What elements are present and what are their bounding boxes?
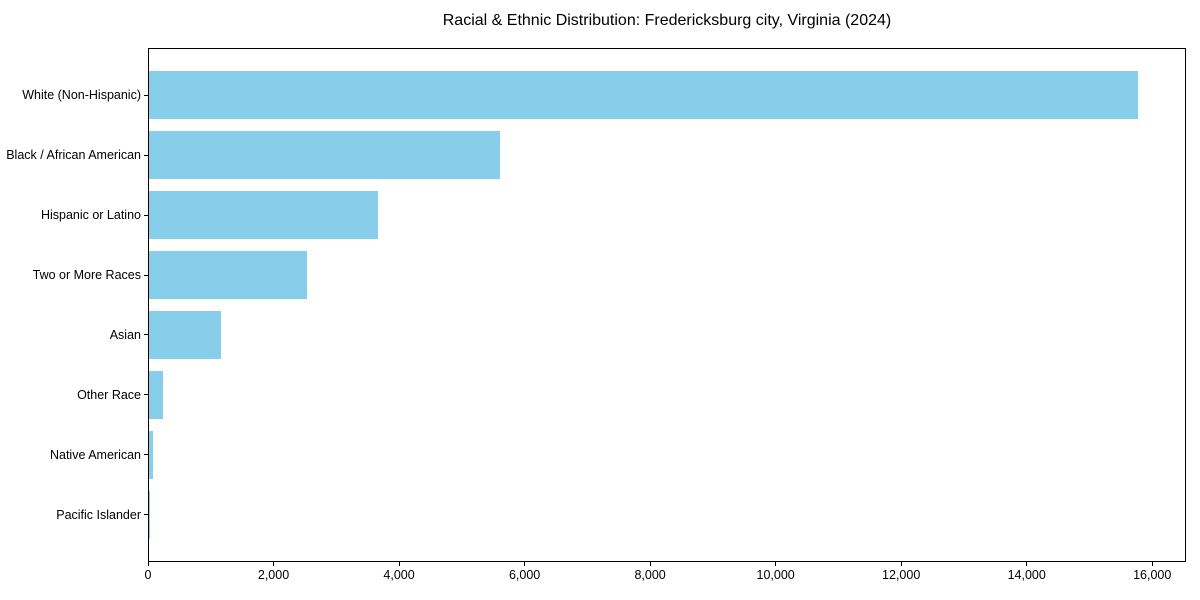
x-axis-tick-label: 2,000 — [257, 568, 290, 582]
y-axis-tick — [144, 514, 148, 516]
y-axis-tick — [144, 394, 148, 396]
x-axis-tick-label: 10,000 — [756, 568, 795, 582]
bar-white-non-hispanic — [149, 71, 1138, 120]
x-axis-tick-label: 4,000 — [383, 568, 415, 582]
y-axis-tick — [144, 274, 148, 276]
x-axis-tick — [649, 562, 651, 566]
y-axis-tick — [144, 94, 148, 96]
bar-other-race — [149, 370, 164, 419]
x-axis-tick-label: 6,000 — [508, 568, 541, 582]
x-axis-tick — [1151, 562, 1153, 566]
x-axis-tick-label: 14,000 — [1007, 568, 1046, 582]
x-axis-tick — [273, 562, 275, 566]
bar-asian — [149, 310, 222, 359]
y-axis-label: Asian — [109, 327, 141, 342]
y-axis-tick — [144, 154, 148, 156]
x-axis-tick — [147, 562, 149, 566]
bar-hispanic-or-latino — [149, 191, 379, 240]
chart-title: Racial & Ethnic Distribution: Fredericks… — [442, 12, 892, 29]
y-axis-label: Two or More Races — [32, 268, 141, 283]
y-axis-label: Native American — [49, 447, 141, 462]
x-axis-tick — [900, 562, 902, 566]
x-axis-tick-label: 16,000 — [1133, 568, 1172, 582]
x-axis-tick — [398, 562, 400, 566]
y-axis-label: Hispanic or Latino — [40, 208, 141, 223]
bar-two-or-more-races — [149, 251, 307, 299]
plot-area — [148, 48, 1186, 562]
y-axis-label: Other Race — [77, 387, 141, 402]
y-axis-tick — [144, 334, 148, 336]
x-axis-tick — [524, 562, 526, 566]
x-axis-tick-label: 8,000 — [634, 568, 666, 582]
y-axis-tick — [144, 454, 148, 456]
x-axis-tick — [1026, 562, 1028, 566]
y-axis-label: White (Non-Hispanic) — [22, 88, 141, 103]
x-axis-tick-label: 12,000 — [882, 568, 921, 582]
bar-native-american — [149, 430, 154, 479]
bar-black-african-american — [149, 131, 501, 180]
y-axis-label: Pacific Islander — [56, 507, 141, 522]
x-axis-tick — [775, 562, 777, 566]
x-axis-tick-label: 0 — [144, 568, 152, 582]
bar-pacific-islander — [149, 490, 150, 539]
y-axis-tick — [144, 214, 148, 216]
y-axis-label: Black / African American — [6, 148, 141, 163]
